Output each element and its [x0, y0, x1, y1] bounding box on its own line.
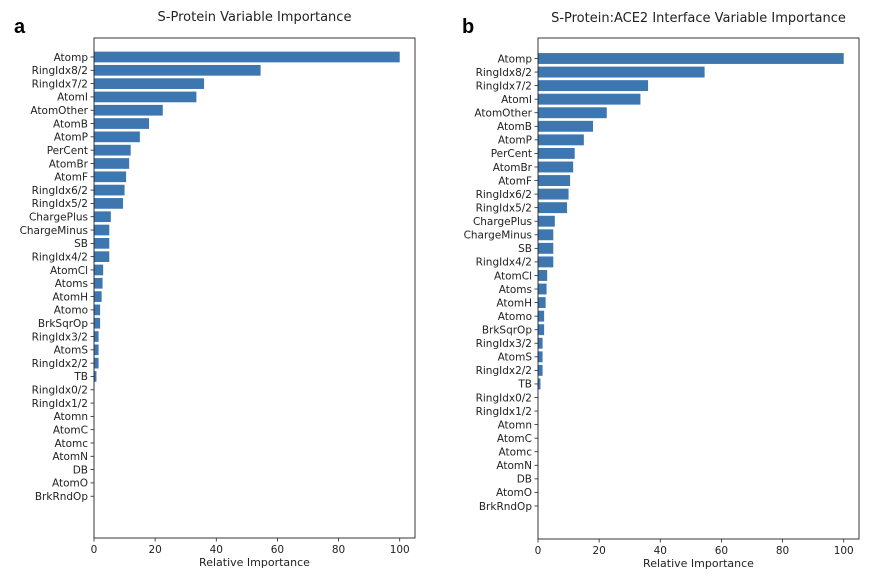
- y-tick-label-a-30: AtomN: [52, 451, 88, 463]
- bar-a-6: [94, 131, 140, 143]
- y-tick-label-a-3: AtomI: [57, 92, 88, 104]
- y-tick-label-a-21: RingIdx3/2: [32, 331, 88, 343]
- bar-a-1: [94, 64, 261, 76]
- bar-a-15: [94, 251, 110, 262]
- x-axis-label-a: Relative Importance: [199, 556, 310, 569]
- y-tick-label-a-24: TB: [73, 371, 88, 383]
- bar-a-12: [94, 211, 111, 223]
- y-tick-label-a-2: RingIdx7/2: [32, 78, 88, 90]
- y-tick-label-a-31: DB: [73, 464, 88, 476]
- bar-a-16: [94, 264, 104, 276]
- y-tick-label-a-11: RingIdx5/2: [32, 198, 88, 210]
- y-tick-label-a-26: RingIdx1/2: [32, 398, 88, 410]
- y-tick-label-a-27: Atomn: [54, 411, 88, 423]
- y-tick-label-a-32: AtomO: [52, 478, 88, 490]
- y-tick-label-a-17: Atoms: [55, 278, 88, 290]
- x-tick-label-a-1: 20: [148, 544, 161, 556]
- bar-a-8: [94, 158, 130, 169]
- y-tick-label-a-33: BrkRndOp: [35, 491, 88, 503]
- y-tick-label-a-18: AtomH: [52, 291, 88, 303]
- bar-a-21: [94, 331, 99, 342]
- x-tick-label-a-0: 0: [91, 544, 98, 556]
- bar-a-3: [94, 91, 197, 103]
- bar-a-14: [94, 237, 110, 249]
- y-tick-label-a-22: AtomS: [54, 345, 89, 357]
- y-tick-label-a-23: RingIdx2/2: [32, 358, 88, 370]
- y-tick-label-a-13: ChargeMinus: [20, 225, 88, 237]
- y-tick-label-a-28: AtomC: [53, 424, 88, 436]
- chart-title-a: S-Protein Variable Importance: [158, 10, 352, 25]
- y-tick-label-a-5: AtomB: [53, 118, 88, 130]
- bar-a-4: [94, 104, 163, 116]
- bar-a-18: [94, 291, 102, 302]
- y-tick-label-a-9: AtomF: [54, 172, 88, 184]
- panel-letter-b: b: [462, 16, 475, 38]
- bar-a-7: [94, 144, 131, 156]
- y-tick-label-a-8: AtomBr: [49, 158, 89, 170]
- y-tick-label-a-0: Atomp: [54, 52, 89, 64]
- bar-a-20: [94, 317, 101, 329]
- x-tick-label-a-5: 100: [390, 544, 410, 556]
- bar-a-2: [94, 78, 205, 89]
- bar-a-10: [94, 184, 125, 196]
- y-tick-label-a-20: BrkSqrOp: [38, 318, 89, 330]
- y-tick-label-a-16: AtomCl: [50, 265, 88, 277]
- bar-a-19: [94, 304, 101, 316]
- y-tick-label-a-10: RingIdx6/2: [32, 185, 88, 197]
- bar-a-0: [94, 51, 400, 63]
- y-tick-label-a-19: Atomo: [54, 305, 88, 317]
- bar-a-5: [94, 118, 150, 129]
- axes-frame-a: [93, 37, 416, 539]
- y-tick-label-a-7: PerCent: [47, 145, 88, 157]
- bar-a-22: [94, 344, 99, 356]
- bar-a-17: [94, 277, 103, 289]
- y-tick-label-a-29: Atomc: [54, 438, 88, 450]
- x-tick-label-a-4: 80: [332, 544, 345, 556]
- y-tick-label-a-14: SB: [74, 238, 88, 250]
- bar-a-23: [94, 357, 99, 369]
- bar-a-13: [94, 224, 110, 236]
- y-tick-label-a-1: RingIdx8/2: [32, 65, 88, 77]
- y-tick-label-a-25: RingIdx0/2: [32, 385, 88, 397]
- bar-a-11: [94, 198, 124, 209]
- x-tick-label-a-2: 40: [210, 544, 223, 556]
- y-tick-label-a-15: RingIdx4/2: [32, 251, 88, 263]
- y-tick-label-a-6: AtomP: [54, 132, 88, 144]
- y-tick-label-a-12: ChargePlus: [29, 212, 88, 224]
- y-tick-label-a-4: AtomOther: [30, 105, 88, 117]
- x-tick-label-a-3: 60: [271, 544, 284, 556]
- bar-a-24: [94, 371, 97, 382]
- bar-a-9: [94, 171, 127, 183]
- panel-letter-a: a: [14, 16, 26, 38]
